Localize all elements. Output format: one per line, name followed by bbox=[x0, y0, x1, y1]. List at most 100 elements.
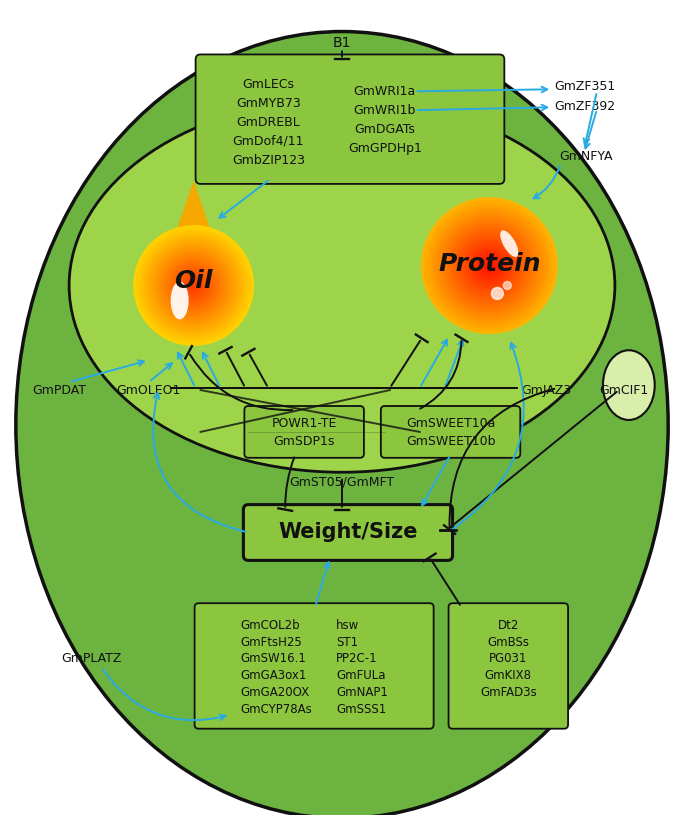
Circle shape bbox=[491, 288, 503, 300]
Circle shape bbox=[465, 241, 514, 290]
FancyBboxPatch shape bbox=[245, 406, 364, 458]
Circle shape bbox=[454, 230, 525, 301]
FancyBboxPatch shape bbox=[381, 406, 521, 458]
Text: GmDof4/11: GmDof4/11 bbox=[232, 135, 304, 148]
Circle shape bbox=[462, 239, 516, 292]
Text: GmZF351: GmZF351 bbox=[554, 80, 615, 93]
FancyBboxPatch shape bbox=[195, 603, 434, 729]
Text: GmDGATs: GmDGATs bbox=[354, 123, 415, 136]
Circle shape bbox=[172, 264, 215, 307]
Circle shape bbox=[191, 283, 197, 288]
Text: Dt2: Dt2 bbox=[497, 618, 519, 632]
Text: GmNFYA: GmNFYA bbox=[559, 150, 612, 163]
Text: GmbZIP123: GmbZIP123 bbox=[232, 154, 305, 167]
Text: GmJAZ3: GmJAZ3 bbox=[521, 383, 571, 396]
Circle shape bbox=[425, 200, 554, 331]
Ellipse shape bbox=[603, 350, 655, 420]
Circle shape bbox=[473, 249, 506, 282]
Text: GmSDP1s: GmSDP1s bbox=[273, 435, 335, 449]
Text: GmST05/GmMFT: GmST05/GmMFT bbox=[290, 475, 395, 489]
Circle shape bbox=[134, 225, 253, 346]
Circle shape bbox=[449, 225, 530, 306]
Text: hsw: hsw bbox=[336, 618, 359, 632]
Text: PP2C-1: PP2C-1 bbox=[336, 653, 377, 666]
Circle shape bbox=[468, 244, 511, 288]
Text: GmSSS1: GmSSS1 bbox=[336, 703, 386, 717]
Text: POWR1‐TE: POWR1‐TE bbox=[271, 417, 337, 431]
Text: GmKIX8: GmKIX8 bbox=[485, 669, 532, 682]
Circle shape bbox=[479, 255, 500, 276]
Text: GmCIF1: GmCIF1 bbox=[599, 383, 649, 396]
Text: Weight/Size: Weight/Size bbox=[278, 523, 418, 542]
Text: GmBSs: GmBSs bbox=[487, 636, 530, 649]
FancyBboxPatch shape bbox=[243, 505, 453, 560]
Circle shape bbox=[145, 237, 242, 334]
Text: PG031: PG031 bbox=[489, 653, 527, 666]
Polygon shape bbox=[162, 181, 225, 270]
Circle shape bbox=[183, 275, 204, 297]
Circle shape bbox=[142, 234, 245, 337]
Circle shape bbox=[446, 222, 533, 309]
Text: GmSW16.1: GmSW16.1 bbox=[240, 653, 306, 666]
Text: GmNAP1: GmNAP1 bbox=[336, 686, 388, 699]
Circle shape bbox=[427, 203, 551, 328]
Circle shape bbox=[460, 236, 519, 296]
Text: GmSWEET10a: GmSWEET10a bbox=[406, 417, 495, 431]
Circle shape bbox=[487, 263, 492, 268]
Text: GmGA20OX: GmGA20OX bbox=[240, 686, 310, 699]
Text: GmZF392: GmZF392 bbox=[554, 100, 615, 113]
Circle shape bbox=[503, 282, 511, 289]
Text: ST1: ST1 bbox=[336, 636, 358, 649]
Text: GmMYB73: GmMYB73 bbox=[236, 96, 301, 109]
Circle shape bbox=[484, 260, 495, 271]
Circle shape bbox=[153, 245, 234, 326]
Text: GmPLATZ: GmPLATZ bbox=[61, 653, 121, 666]
Text: GmLECs: GmLECs bbox=[242, 78, 295, 91]
Ellipse shape bbox=[69, 99, 615, 472]
FancyBboxPatch shape bbox=[449, 603, 568, 729]
Circle shape bbox=[432, 208, 547, 323]
Text: GmDREBL: GmDREBL bbox=[236, 116, 300, 128]
Text: GmOLEO1: GmOLEO1 bbox=[116, 383, 181, 396]
Text: GmFtsH25: GmFtsH25 bbox=[240, 636, 302, 649]
Circle shape bbox=[422, 198, 557, 333]
Circle shape bbox=[150, 242, 237, 329]
Text: GmGPDHp1: GmGPDHp1 bbox=[348, 141, 422, 154]
Circle shape bbox=[438, 214, 541, 317]
Circle shape bbox=[164, 256, 223, 315]
Circle shape bbox=[440, 217, 538, 315]
FancyBboxPatch shape bbox=[196, 55, 504, 184]
Text: GmCOL2b: GmCOL2b bbox=[240, 618, 300, 632]
Circle shape bbox=[169, 261, 218, 310]
Circle shape bbox=[177, 270, 210, 301]
Ellipse shape bbox=[500, 230, 519, 257]
Ellipse shape bbox=[16, 32, 668, 817]
Text: GmCYP78As: GmCYP78As bbox=[240, 703, 312, 717]
Text: GmWRI1a: GmWRI1a bbox=[353, 85, 416, 98]
Text: GmWRI1b: GmWRI1b bbox=[353, 104, 416, 117]
Circle shape bbox=[155, 248, 232, 324]
Circle shape bbox=[451, 228, 527, 303]
Circle shape bbox=[186, 277, 202, 293]
Circle shape bbox=[457, 233, 522, 298]
Text: Oil: Oil bbox=[175, 269, 213, 292]
Circle shape bbox=[482, 257, 497, 274]
Ellipse shape bbox=[171, 282, 188, 319]
Text: GmSWEET10b: GmSWEET10b bbox=[406, 435, 495, 449]
Circle shape bbox=[166, 258, 221, 313]
Circle shape bbox=[175, 266, 212, 305]
Circle shape bbox=[443, 220, 536, 311]
Circle shape bbox=[476, 252, 503, 279]
Circle shape bbox=[188, 280, 199, 291]
Circle shape bbox=[161, 253, 226, 318]
Text: GmGA3ox1: GmGA3ox1 bbox=[240, 669, 307, 682]
Circle shape bbox=[158, 250, 229, 321]
Circle shape bbox=[471, 247, 508, 284]
Text: GmPDAT: GmPDAT bbox=[32, 383, 86, 396]
Circle shape bbox=[139, 231, 248, 340]
Text: GmFULa: GmFULa bbox=[336, 669, 386, 682]
Circle shape bbox=[435, 212, 544, 319]
Text: GmFAD3s: GmFAD3s bbox=[480, 686, 537, 699]
Circle shape bbox=[429, 206, 549, 325]
Text: B1: B1 bbox=[333, 37, 351, 51]
